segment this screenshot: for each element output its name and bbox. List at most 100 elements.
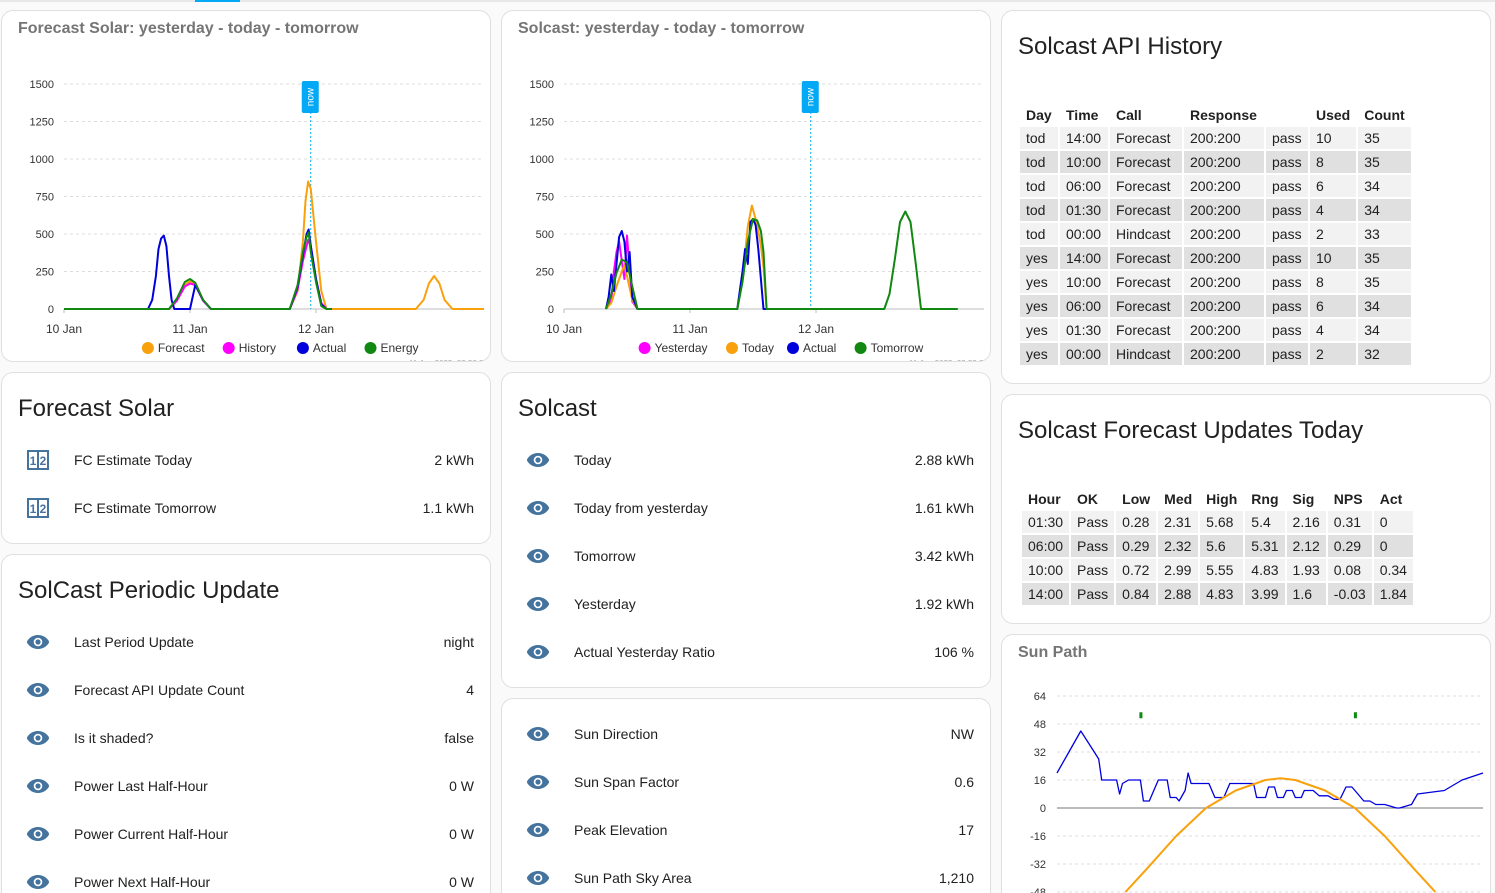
- api-history-cell: 200:200: [1184, 271, 1264, 293]
- periodic-row-last-period-update[interactable]: Last Period Update night: [18, 622, 474, 662]
- forecast-updates-cell: 0: [1373, 535, 1413, 557]
- periodic-row-power-current-half-hour[interactable]: Power Current Half-Hour 0 W: [18, 814, 474, 854]
- solcast-api-history-card: Solcast API History Day Time Call Response U…: [1001, 10, 1491, 384]
- fc-series-forecast: [64, 180, 484, 310]
- sc-y-tick: 1500: [530, 79, 554, 91]
- api-history-cell: tod: [1020, 127, 1058, 149]
- sc-legend-swatch-today: [726, 342, 738, 354]
- solcast-row-actual-yesterday-ratio[interactable]: Actual Yesterday Ratio 106 %: [518, 632, 974, 672]
- svg-text:1: 1: [30, 502, 37, 516]
- eye-icon: [518, 632, 558, 672]
- solcast-row-today-from-yesterday[interactable]: Today from yesterday 1.61 kWh: [518, 488, 974, 528]
- solcast-value: 1.61 kWh: [914, 500, 974, 516]
- api-history-cell: Forecast: [1110, 127, 1182, 149]
- periodic-value: 4: [466, 682, 474, 698]
- api-history-header: Used: [1316, 107, 1351, 123]
- fc-y-tick: 1000: [30, 154, 54, 166]
- sun-path-title: Sun Path: [1018, 644, 1088, 661]
- forecast-updates-cell: Pass: [1071, 535, 1115, 557]
- periodic-row-power-next-half-hour[interactable]: Power Next Half-Hour 0 W: [18, 862, 474, 893]
- forecast-solar-chart-card: Forecast Solar: yesterday - today - tomo…: [1, 10, 491, 362]
- eye-icon: [518, 584, 558, 624]
- sun-value: 1,210: [938, 870, 974, 886]
- fc-x-tick: 10 Jan: [46, 322, 82, 336]
- api-history-cell: 200:200: [1184, 151, 1264, 173]
- forecast-updates-header: Hour: [1028, 491, 1061, 507]
- api-history-cell: 14:00: [1060, 127, 1108, 149]
- eye-icon: [518, 810, 558, 850]
- svg-text:2: 2: [40, 502, 47, 516]
- sc-legend-tomorrow: Tomorrow: [871, 341, 924, 355]
- sun-path-marker: [1353, 712, 1357, 719]
- api-history-cell: 200:200: [1184, 127, 1264, 149]
- solcast-row-tomorrow[interactable]: Tomorrow 3.42 kWh: [518, 536, 974, 576]
- sun-row-peak-elevation[interactable]: Peak Elevation 17: [518, 810, 974, 850]
- solcast-chart: 0 250 500 750 1000 1250 1500 10 Jan 11 Jan 12 Jan…: [530, 79, 989, 361]
- periodic-update-title: SolCast Periodic Update: [18, 577, 280, 604]
- solcast-row-today[interactable]: Today 2.88 kWh: [518, 440, 974, 480]
- api-history-cell: 4: [1310, 199, 1357, 221]
- api-history-cell: 00:00: [1060, 343, 1108, 365]
- api-history-cell: pass: [1266, 151, 1308, 173]
- forecast-updates-cell: 4.83: [1200, 583, 1244, 605]
- api-history-cell: pass: [1266, 319, 1308, 341]
- forecast-updates-cell: 2.16: [1286, 511, 1326, 533]
- forecast-updates-cell: 1.84: [1373, 583, 1413, 605]
- periodic-value: 0 W: [449, 826, 474, 842]
- api-history-row: tod 06:00 Forecast 200:200 pass 6 34: [1020, 175, 1411, 197]
- sun-row-sun-span-factor[interactable]: Sun Span Factor 0.6: [518, 762, 974, 802]
- eye-icon: [18, 622, 58, 662]
- api-history-cell: 4: [1310, 319, 1357, 341]
- eye-icon: [18, 862, 58, 893]
- solcast-title: Solcast: [518, 395, 597, 422]
- forecast-updates-cell: 5.31: [1245, 535, 1285, 557]
- sun-path-y-tick: -32: [1030, 859, 1046, 871]
- sun-path-horizon-line: [1056, 730, 1484, 809]
- periodic-row-forecast-api-update-count[interactable]: Forecast API Update Count 4: [18, 670, 474, 710]
- forecast-updates-cell: 5.6: [1200, 535, 1244, 557]
- sc-now-label: now: [805, 87, 816, 106]
- fc-legend-swatch-energy: [364, 342, 377, 354]
- api-history-cell: 200:200: [1184, 295, 1264, 317]
- forecast-updates-cell: 0.28: [1116, 511, 1157, 533]
- sun-row-sun-direction[interactable]: Sun Direction NW: [518, 714, 974, 754]
- eye-icon: [518, 714, 558, 754]
- fc-legend-swatch-actual: [296, 342, 309, 354]
- api-history-cell: 8: [1310, 271, 1357, 293]
- api-history-cell: 00:00: [1060, 223, 1108, 245]
- forecast-updates-cell: 0.08: [1327, 559, 1372, 581]
- forecast-updates-header: Low: [1122, 491, 1151, 507]
- fc-x-tick: 11 Jan: [172, 322, 207, 336]
- forecast-updates-cell: 1.93: [1286, 559, 1326, 581]
- forecast-updates-cell: 3.99: [1245, 583, 1285, 605]
- api-history-cell: 200:200: [1184, 223, 1264, 245]
- api-history-cell: yes: [1020, 343, 1058, 365]
- solcast-label: Today: [574, 452, 612, 468]
- forecast-solar-entities-card: Forecast Solar 1 2 FC Estimate Today 2 kWh 1…: [1, 372, 491, 544]
- forecast-updates-cell: 5.4: [1245, 511, 1285, 533]
- api-history-table: Day Time Call Response Used Count tod 14:00 For…: [1018, 103, 1413, 367]
- api-history-cell: pass: [1266, 247, 1308, 269]
- forecast-solar-label: FC Estimate Tomorrow: [74, 500, 217, 516]
- forecast-solar-row-fc-estimate-tomorrow[interactable]: 1 2 FC Estimate Tomorrow 1.1 kWh: [18, 488, 474, 528]
- forecast-updates-card: Solcast Forecast Updates Today Hour OK Low…: [1001, 394, 1491, 624]
- solcast-row-yesterday[interactable]: Yesterday 1.92 kWh: [518, 584, 974, 624]
- sun-row-sun-path-sky-area[interactable]: Sun Path Sky Area 1,210: [518, 858, 974, 893]
- sun-entities-card: Sun Direction NW Sun Span Factor 0.6 Peak El…: [501, 698, 991, 893]
- periodic-label: Is it shaded?: [74, 730, 154, 746]
- periodic-row-is-it-shaded[interactable]: Is it shaded? false: [18, 718, 474, 758]
- api-history-cell: 35: [1358, 247, 1411, 269]
- sc-series-tomorrow: [605, 210, 958, 310]
- periodic-row-power-last-half-hour[interactable]: Power Last Half-Hour 0 W: [18, 766, 474, 806]
- eye-icon: [518, 858, 558, 893]
- eye-icon: [18, 718, 58, 758]
- api-history-cell: 6: [1310, 175, 1357, 197]
- fc-y-tick: 750: [36, 192, 54, 204]
- sun-value: 17: [958, 822, 974, 838]
- forecast-solar-row-fc-estimate-today[interactable]: 1 2 FC Estimate Today 2 kWh: [18, 440, 474, 480]
- solcast-value: 106 %: [934, 644, 974, 660]
- api-history-cell: 200:200: [1184, 175, 1264, 197]
- api-history-row: tod 00:00 Hindcast 200:200 pass 2 33: [1020, 223, 1411, 245]
- api-history-cell: Forecast: [1110, 175, 1182, 197]
- sc-y-tick: 750: [536, 192, 554, 204]
